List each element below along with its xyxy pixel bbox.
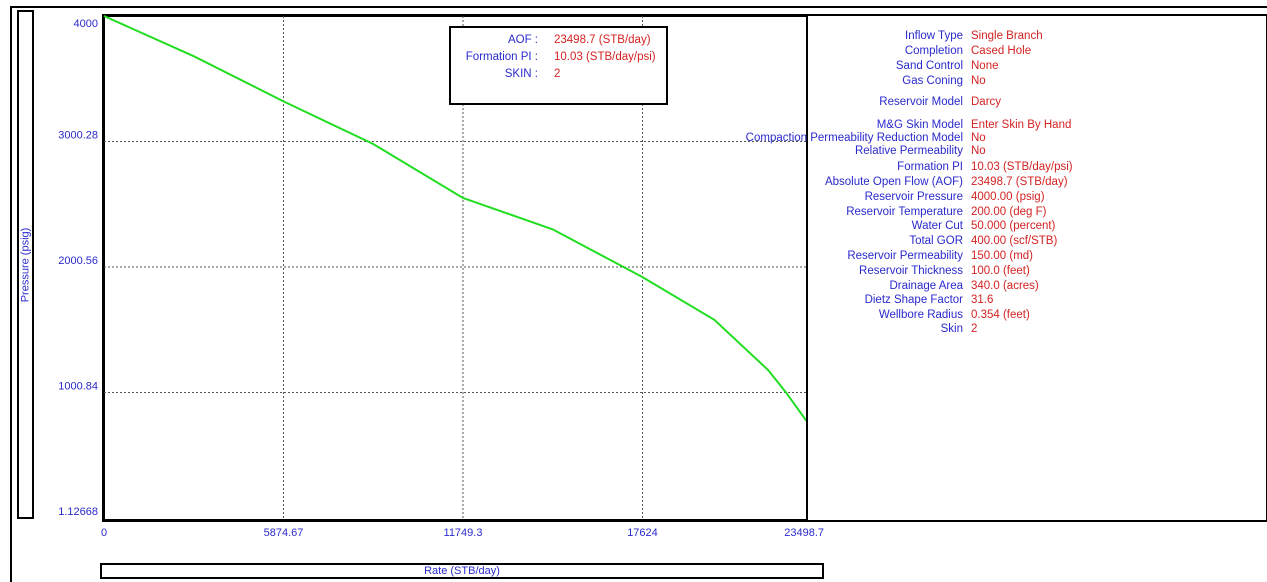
- x-tick-label: 11749.3: [444, 527, 483, 539]
- info-row: Wellbore Radius 0.354 (feet): [806, 308, 1267, 322]
- info-value: No: [971, 75, 986, 87]
- x-tick-label: 17624: [627, 527, 658, 539]
- info-label: Reservoir Permeability: [847, 250, 963, 262]
- info-label: M&G Skin Model: [876, 119, 963, 131]
- info-row: Reservoir Pressure 4000.00 (psig): [806, 190, 1267, 204]
- legend-value: 2: [554, 68, 561, 80]
- info-row: Absolute Open Flow (AOF) 23498.7 (STB/day…: [806, 175, 1267, 189]
- info-value: Enter Skin By Hand: [971, 119, 1072, 131]
- info-label: Reservoir Pressure: [864, 191, 963, 203]
- legend-label: SKIN :: [504, 68, 538, 80]
- y-tick-label: 4000: [74, 18, 98, 30]
- info-row: M&G Skin Model Enter Skin By Hand: [806, 118, 1267, 132]
- info-value: 50.000 (percent): [971, 220, 1056, 232]
- chart-legend: AOF : 23498.7 (STB/day) Formation PI : 1…: [449, 26, 668, 105]
- info-label: Wellbore Radius: [878, 309, 963, 321]
- info-row: Water Cut 50.000 (percent): [806, 219, 1267, 233]
- info-row: Drainage Area 340.0 (acres): [806, 279, 1267, 293]
- legend-value: 23498.7 (STB/day): [554, 34, 651, 46]
- info-label: Sand Control: [895, 60, 963, 72]
- info-value: 200.00 (deg F): [971, 206, 1047, 218]
- ipr-curve: [103, 15, 823, 519]
- info-row: Inflow Type Single Branch: [806, 29, 1267, 43]
- info-row: Formation PI 10.03 (STB/day/psi): [806, 160, 1267, 174]
- info-label: Formation PI: [897, 161, 963, 173]
- y-axis-label-box: [17, 10, 34, 519]
- info-row: Total GOR 400.00 (scf/STB): [806, 234, 1267, 248]
- y-tick-label: 1000.84: [58, 381, 98, 393]
- info-label: Dietz Shape Factor: [864, 294, 963, 306]
- x-tick-label: 5874.67: [264, 527, 304, 539]
- legend-row-formation-pi: Formation PI : 10.03 (STB/day/psi): [451, 49, 666, 65]
- y-tick-label: 2000.56: [58, 255, 98, 267]
- x-axis-label-box: [100, 563, 824, 579]
- info-label: Reservoir Temperature: [846, 206, 963, 218]
- info-label: Inflow Type: [905, 30, 963, 42]
- info-value: 400.00 (scf/STB): [971, 235, 1058, 247]
- info-row: Reservoir Model Darcy: [806, 95, 1267, 109]
- info-value: 23498.7 (STB/day): [971, 176, 1068, 188]
- info-panel: [806, 14, 1267, 522]
- legend-label: Formation PI :: [465, 51, 538, 63]
- info-label: Absolute Open Flow (AOF): [824, 176, 963, 188]
- info-row: Compaction Permeability Reduction Model N…: [746, 131, 1267, 145]
- info-row: Skin 2: [806, 322, 1267, 336]
- info-label: Skin: [940, 323, 963, 335]
- info-value: Cased Hole: [971, 45, 1032, 57]
- info-value: Single Branch: [971, 30, 1043, 42]
- info-value: 4000.00 (psig): [971, 191, 1045, 203]
- info-row: Reservoir Thickness 100.0 (feet): [806, 264, 1267, 278]
- info-value: 150.00 (md): [971, 250, 1034, 262]
- info-value: 10.03 (STB/day/psi): [971, 161, 1073, 173]
- info-value: Darcy: [971, 96, 1002, 108]
- legend-label: AOF :: [507, 34, 538, 46]
- info-label: Drainage Area: [889, 280, 963, 292]
- legend-value: 10.03 (STB/day/psi): [554, 51, 656, 63]
- info-label: Compaction Permeability Reduction Model: [745, 132, 963, 144]
- info-row: Dietz Shape Factor 31.6: [806, 293, 1267, 307]
- outer-frame-top: [10, 6, 1267, 8]
- x-tick-label: 23498.7: [784, 527, 824, 539]
- info-value: 340.0 (acres): [971, 280, 1039, 292]
- outer-frame-left: [10, 6, 12, 582]
- info-value: 0.354 (feet): [971, 309, 1030, 321]
- info-label: Gas Coning: [902, 75, 963, 87]
- info-label: Water Cut: [911, 220, 963, 232]
- info-row: Sand Control None: [806, 59, 1267, 73]
- info-value: 2: [971, 323, 978, 335]
- x-tick-label: 0: [101, 527, 107, 539]
- info-value: 100.0 (feet): [971, 265, 1030, 277]
- info-label: Reservoir Model: [879, 96, 963, 108]
- info-row: Reservoir Permeability 150.00 (md): [806, 249, 1267, 263]
- info-value: No: [971, 132, 986, 144]
- y-tick-label: 3000.28: [58, 130, 98, 142]
- info-label: Relative Permeability: [854, 145, 963, 157]
- info-row: Relative Permeability No: [806, 144, 1267, 158]
- info-row: Reservoir Temperature 200.00 (deg F): [806, 205, 1267, 219]
- x-axis-label: Rate (STB/day): [424, 565, 500, 577]
- info-label: Total GOR: [909, 235, 963, 247]
- y-tick-label: 1.12668: [58, 506, 98, 518]
- legend-row-skin: SKIN : 2: [451, 66, 666, 82]
- legend-row-aof: AOF : 23498.7 (STB/day): [451, 32, 666, 48]
- info-value: 31.6: [971, 294, 994, 306]
- info-row: Gas Coning No: [806, 74, 1267, 88]
- info-row: Completion Cased Hole: [806, 44, 1267, 58]
- info-label: Reservoir Thickness: [859, 265, 963, 277]
- info-value: No: [971, 145, 986, 157]
- info-value: None: [971, 60, 999, 72]
- info-label: Completion: [904, 45, 963, 57]
